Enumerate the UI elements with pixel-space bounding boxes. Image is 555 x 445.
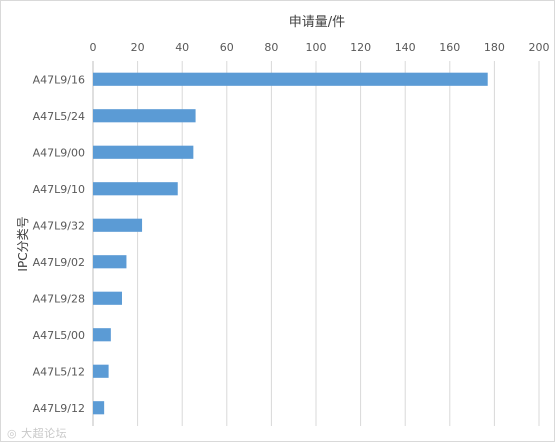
y-axis-title: IPC分类号 (16, 216, 30, 271)
bar (93, 255, 127, 269)
x-tick-label: 120 (350, 41, 371, 54)
bar (93, 401, 105, 415)
bar (93, 182, 178, 196)
y-tick-label: A47L5/00 (33, 329, 85, 342)
bar (93, 218, 143, 232)
y-tick-label: A47L9/28 (33, 292, 85, 305)
x-tick-label: 20 (131, 41, 145, 54)
x-tick-label: 0 (90, 41, 97, 54)
x-tick-label: 140 (395, 41, 416, 54)
bar (93, 328, 111, 342)
weibo-icon: ◎ (7, 427, 18, 440)
y-tick-label: A47L9/10 (33, 183, 85, 196)
bar (93, 291, 122, 305)
bar (93, 364, 109, 378)
x-tick-label: 180 (484, 41, 505, 54)
y-tick-label: A47L9/00 (33, 146, 85, 159)
bar (93, 145, 194, 159)
y-tick-label: A47L5/24 (33, 110, 85, 123)
y-tick-label: A47L5/12 (33, 365, 85, 378)
watermark-text: 大超论坛 (21, 427, 68, 440)
y-tick-label: A47L9/12 (33, 402, 85, 415)
x-axis-title: 申请量/件 (289, 15, 345, 30)
bar (93, 72, 488, 86)
x-tick-label: 100 (306, 41, 327, 54)
x-tick-label: 40 (175, 41, 189, 54)
x-tick-label: 160 (439, 41, 460, 54)
y-tick-labels: A47L9/16 A47L5/24 A47L9/00 A47L9/10 A47L9/32… (33, 73, 85, 415)
bar (93, 109, 196, 123)
x-tick-label: 60 (220, 41, 234, 54)
y-tick-label: A47L9/32 (33, 219, 85, 232)
x-tick-label: 200 (529, 41, 550, 54)
y-tick-label: A47L9/16 (33, 73, 85, 86)
x-tick-label: 80 (264, 41, 278, 54)
bars (93, 72, 488, 415)
watermark: ◎ 大超论坛 (7, 425, 67, 441)
x-tick-labels: 0 20 40 60 80 100 120 140 160 180 200 (90, 41, 550, 54)
y-tick-label: A47L9/02 (33, 256, 85, 269)
